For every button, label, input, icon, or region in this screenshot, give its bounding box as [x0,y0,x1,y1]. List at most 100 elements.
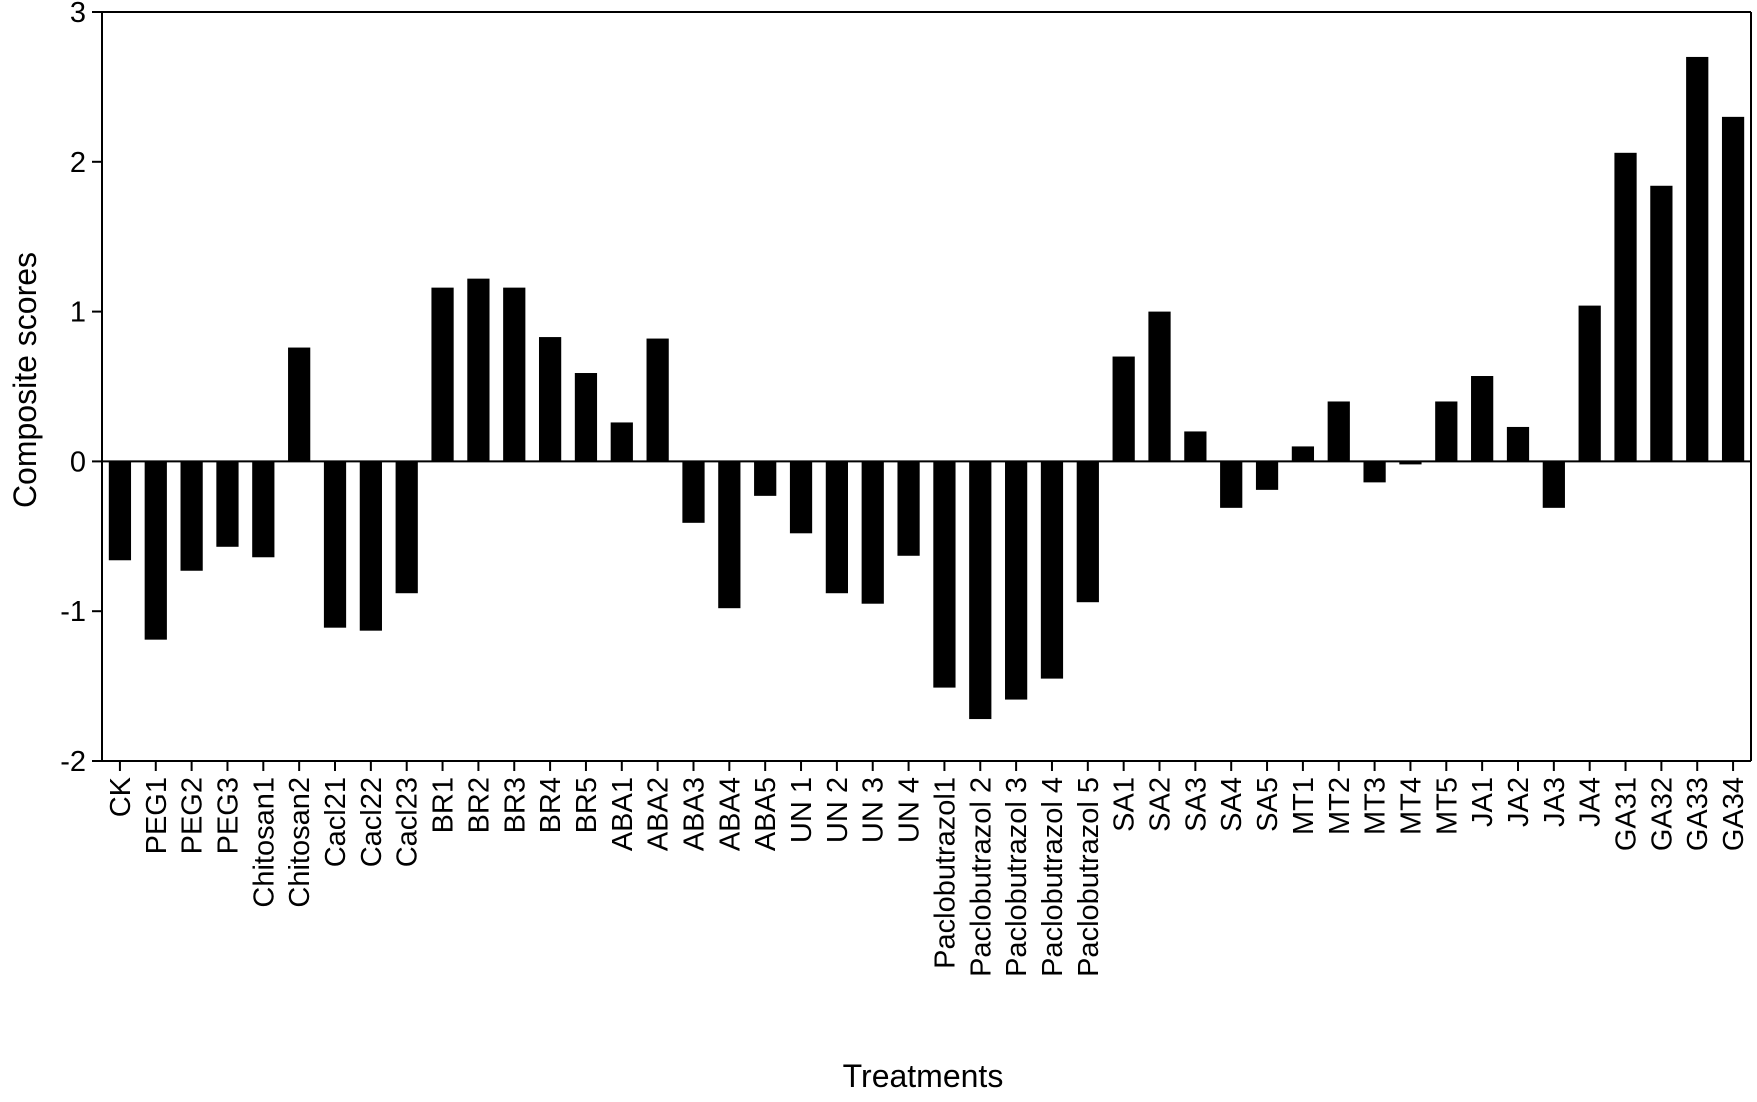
bar-sa4 [1220,461,1243,508]
bar-chitosan2 [288,347,311,462]
x-tick-label: JA1 [1467,777,1499,827]
x-tick-label: MT1 [1288,777,1320,835]
bar-aba1 [610,422,633,462]
x-tick-label: ABA3 [678,777,710,851]
bar-peg1 [144,461,167,640]
bar-br4 [538,337,562,462]
x-tick-label: GA34 [1718,777,1750,851]
bar-chitosan1 [252,461,275,558]
x-tick-label: SA3 [1180,777,1212,832]
x-tick-label: SA4 [1216,777,1248,832]
x-tick-label: PEG2 [177,777,209,854]
bar-un-2 [825,461,848,594]
bar-paclobutrazol-3 [1005,461,1028,700]
bar-mt3 [1363,461,1386,483]
x-tick-label: SA1 [1109,777,1141,832]
x-tick-label: MT2 [1324,777,1356,835]
bar-paclobutrazol-5 [1076,461,1099,603]
bar-cacl22 [359,461,382,631]
bar-paclobutrazol1 [933,461,956,688]
bar-br1 [431,287,454,462]
bars-group [108,56,1745,720]
x-tick-label: BR5 [571,777,603,833]
x-tick-label: Paclobutrazol 2 [965,777,997,977]
x-tick-label: Cacl22 [356,777,388,867]
x-tick-label: MT3 [1360,777,1392,835]
bar-paclobutrazol-4 [1040,461,1064,679]
x-tick-label: Chitosan1 [248,777,280,908]
x-tick-label: ABA4 [714,777,746,851]
x-tick-label: UN 4 [894,777,926,843]
x-tick-label: JA3 [1539,777,1571,827]
bar-ga31 [1614,152,1637,462]
x-tick-label: Cacl21 [320,777,352,867]
bar-ja3 [1542,461,1565,508]
y-axis-label: Composite scores [7,252,43,508]
bar-cacl21 [323,461,347,628]
bar-aba3 [682,461,705,523]
bar-aba2 [646,338,669,462]
bar-paclobutrazol-2 [969,461,992,720]
y-tick-label: 0 [70,446,86,478]
x-tick-label: UN 2 [822,777,854,843]
x-tick-label: GA31 [1611,777,1643,851]
bar-ga34 [1721,116,1745,462]
y-tick-label: -1 [60,596,86,628]
x-tick-label: GA33 [1682,777,1714,851]
axes-group [101,11,1752,762]
x-tick-label: GA32 [1646,777,1678,851]
x-tick-label: Paclobutrazol1 [929,777,961,969]
x-tick-label: MT4 [1395,777,1427,835]
y-tick-label: 1 [70,297,86,329]
x-tick-label: ABA2 [643,777,675,851]
x-tick-label: SA5 [1252,777,1284,832]
x-tick-label: ABA5 [750,777,782,851]
x-tick-label: Paclobutrazol 3 [1001,777,1033,977]
bar-br5 [574,373,598,462]
y-tick-label: 3 [70,0,86,29]
x-tick-label: PEG3 [212,777,244,854]
bar-peg3 [216,461,239,547]
bar-ja1 [1471,376,1494,462]
y-tick-label: -2 [60,746,86,778]
x-tick-label: PEG1 [141,777,173,854]
x-tick-label: Paclobutrazol 4 [1037,777,1069,977]
x-tick-label: MT5 [1431,777,1463,835]
bar-sa5 [1255,461,1279,490]
bar-mt2 [1327,401,1350,462]
x-axis-label: Treatments [843,1058,1004,1094]
y-ticks-group: -2 -1 0 1 2 3 [60,0,102,778]
bar-sa3 [1184,431,1207,462]
bar-ga33 [1686,56,1709,462]
x-ticks-group: CK PEG1 PEG2 PEG3 Chitosan1 Chitosan2 Cacl21 Ca… [105,761,1750,977]
bar-un-4 [897,461,920,556]
x-tick-label: JA4 [1575,777,1607,827]
bar-br3 [503,287,526,462]
bar-un-3 [861,461,884,604]
y-tick-label: 2 [70,147,86,179]
x-tick-label: SA2 [1145,777,1177,832]
bar-ja4 [1578,305,1601,462]
x-tick-label: JA2 [1503,777,1535,827]
bar-ga32 [1650,185,1673,462]
bar-aba4 [718,461,741,609]
bar-un-1 [789,461,813,534]
x-tick-label: UN 1 [786,777,818,843]
x-tick-label: Cacl23 [392,777,424,867]
x-tick-label: UN 3 [858,777,890,843]
bar-mt1 [1291,446,1315,462]
x-tick-label: Paclobutrazol 5 [1073,777,1105,977]
x-tick-label: Chitosan2 [284,777,316,908]
x-tick-label: BR4 [535,777,567,833]
x-tick-label: BR2 [463,777,495,833]
bar-br2 [467,278,490,462]
bar-sa2 [1148,311,1171,462]
x-tick-label: BR3 [499,777,531,833]
x-tick-label: CK [105,776,137,817]
bar-ck [108,461,132,561]
bar-ja2 [1506,426,1530,462]
bar-aba5 [754,461,777,496]
bar-mt5 [1435,401,1458,462]
bar-peg2 [180,461,203,571]
